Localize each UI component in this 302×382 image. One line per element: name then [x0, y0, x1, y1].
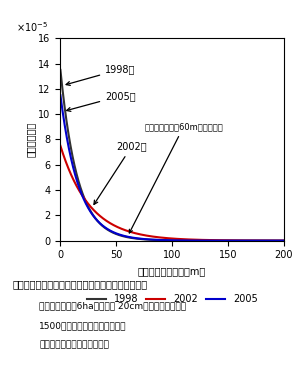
- Text: 半数の花粉は約60m以内に散布: 半数の花粉は約60m以内に散布: [129, 122, 223, 233]
- Text: 2002年: 2002年: [94, 142, 147, 204]
- Text: 図１　花粉の散布源からの距離と散布確率との関係: 図１ 花粉の散布源からの距離と散布確率との関係: [12, 279, 147, 289]
- X-axis label: 散布源からの距離（m）: 散布源からの距離（m）: [138, 266, 206, 276]
- Text: 1500個の父性分析による推定。: 1500個の父性分析による推定。: [39, 321, 127, 330]
- Text: 天然林試験地（6ha）の直径 20cm以上の全木と種子: 天然林試験地（6ha）の直径 20cm以上の全木と種子: [39, 302, 186, 311]
- Text: 2005年: 2005年: [67, 91, 136, 112]
- Text: 西暦年は一斉開花年を示す。: 西暦年は一斉開花年を示す。: [39, 340, 109, 349]
- Text: 1998年: 1998年: [66, 64, 136, 86]
- Y-axis label: 花粉散布確率: 花粉散布確率: [26, 122, 36, 157]
- Text: $\times10^{-5}$: $\times10^{-5}$: [16, 20, 48, 34]
- Legend: 1998, 2002, 2005: 1998, 2002, 2005: [83, 290, 262, 308]
